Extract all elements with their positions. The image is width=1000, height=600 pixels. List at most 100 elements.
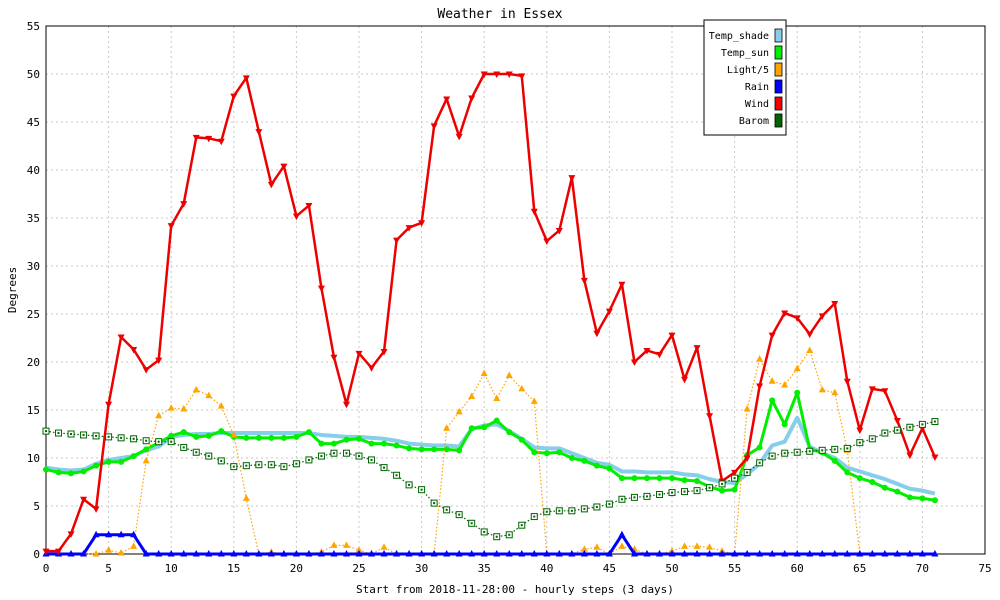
series-barom-point-dot bbox=[808, 450, 811, 453]
series-wind-point bbox=[292, 213, 300, 221]
series-temp-sun-point bbox=[293, 433, 300, 440]
series-temp-sun bbox=[43, 389, 938, 504]
series-barom-point-dot bbox=[495, 535, 498, 538]
series-barom-point-dot bbox=[933, 420, 936, 423]
series-barom-point-dot bbox=[533, 515, 536, 518]
series-rain-point bbox=[330, 550, 338, 557]
series-rain-point bbox=[255, 550, 263, 557]
series-wind-point bbox=[142, 367, 150, 374]
series-wind-point bbox=[368, 365, 376, 372]
series-barom-point-dot bbox=[896, 429, 899, 432]
series-rain-point bbox=[768, 550, 776, 557]
series-temp-sun-point bbox=[68, 470, 75, 477]
series-light-5-point bbox=[580, 545, 588, 552]
x-tick-label: 55 bbox=[728, 562, 741, 575]
legend-label-light-5: Light/5 bbox=[727, 65, 769, 76]
series-rain-point bbox=[655, 550, 663, 557]
series-wind-point bbox=[493, 71, 501, 78]
series-barom-point-dot bbox=[620, 498, 623, 501]
series-barom-point-dot bbox=[395, 474, 398, 477]
series-temp-sun-point bbox=[681, 477, 688, 484]
series-barom-point-dot bbox=[182, 446, 185, 449]
series-rain-point bbox=[468, 550, 476, 557]
series-temp-sun-point bbox=[180, 429, 187, 436]
series-rain-point bbox=[80, 550, 88, 557]
y-tick-label: 40 bbox=[27, 164, 40, 177]
series-light-5-point bbox=[330, 541, 338, 548]
series-temp-sun-point bbox=[731, 486, 738, 493]
series-barom-point-dot bbox=[721, 482, 724, 485]
series-light-5-point bbox=[142, 456, 150, 464]
series-temp-sun-point bbox=[631, 475, 638, 482]
legend-swatch-temp-shade bbox=[774, 28, 783, 43]
series-rain-point bbox=[455, 550, 463, 557]
series-temp-sun-point bbox=[719, 487, 726, 494]
series-temp-sun-point bbox=[881, 484, 888, 491]
series-rain-point bbox=[806, 550, 814, 557]
series-rain-point bbox=[893, 550, 901, 557]
x-tick-label: 10 bbox=[165, 562, 178, 575]
series-rain-point bbox=[155, 550, 163, 557]
series-rain-point bbox=[543, 550, 551, 557]
series-light-5-point bbox=[155, 411, 163, 419]
series-wind-point bbox=[205, 135, 213, 143]
series-wind-point bbox=[605, 308, 613, 316]
series-barom-point-dot bbox=[408, 483, 411, 486]
series-rain-point bbox=[593, 550, 601, 557]
series-temp-sun-point bbox=[305, 429, 312, 436]
chart-title: Weather in Essex bbox=[437, 7, 562, 22]
series-wind-point bbox=[230, 93, 238, 101]
series-rain-point bbox=[92, 530, 100, 538]
series-light-5-point bbox=[743, 405, 751, 412]
series-barom-point-dot bbox=[45, 430, 47, 433]
series-barom-point-dot bbox=[345, 452, 348, 455]
series-rain-point bbox=[568, 550, 576, 557]
series-layer bbox=[42, 71, 939, 557]
series-light-5-point bbox=[618, 542, 626, 549]
series-barom-point-dot bbox=[683, 490, 686, 493]
series-temp-sun-point bbox=[143, 446, 150, 453]
series-wind-point bbox=[568, 175, 576, 182]
series-temp-sun-point bbox=[906, 494, 913, 501]
series-rain-point bbox=[643, 550, 651, 557]
series-wind-point bbox=[580, 277, 588, 285]
series-rain-point bbox=[843, 550, 851, 557]
series-light-5-point bbox=[693, 542, 701, 549]
series-light-5-point bbox=[781, 381, 789, 388]
series-light-5-point bbox=[831, 388, 839, 396]
series-barom-point-dot bbox=[558, 509, 561, 512]
series-wind-point bbox=[242, 75, 250, 82]
series-barom-point-dot bbox=[383, 466, 386, 469]
series-wind-point bbox=[267, 181, 275, 189]
series-barom-point-dot bbox=[120, 436, 123, 439]
series-temp-sun-point bbox=[694, 478, 701, 485]
legend-label-temp-shade: Temp_shade bbox=[709, 31, 769, 42]
series-wind-point bbox=[793, 315, 801, 322]
series-light-5-point bbox=[217, 402, 225, 409]
series-temp-sun-point bbox=[506, 429, 513, 436]
series-temp-sun-point bbox=[581, 457, 588, 464]
series-light-5-point bbox=[818, 385, 826, 393]
x-axis-ticks: 0 5 10 15 20 25 30 35 40 45 50 55 60 65 70 75 bbox=[43, 562, 992, 575]
series-barom-point-dot bbox=[595, 505, 598, 508]
series-light-5-line bbox=[46, 349, 935, 555]
series-barom-point-dot bbox=[232, 465, 235, 468]
y-tick-label: 10 bbox=[27, 452, 40, 465]
series-rain-point bbox=[743, 550, 751, 557]
series-rain-point bbox=[142, 550, 150, 557]
series-rain-point bbox=[681, 550, 689, 557]
series-temp-sun-point bbox=[80, 468, 87, 475]
series-temp-sun-point bbox=[205, 432, 212, 439]
series-wind-point bbox=[931, 454, 939, 462]
series-rain-point bbox=[906, 550, 914, 557]
x-tick-label: 70 bbox=[916, 562, 929, 575]
series-temp-sun-point bbox=[393, 442, 400, 449]
x-tick-label: 50 bbox=[665, 562, 678, 575]
y-tick-label: 30 bbox=[27, 260, 40, 273]
series-barom-point-dot bbox=[433, 502, 436, 505]
series-rain-point bbox=[205, 550, 213, 557]
series-barom-point-dot bbox=[645, 495, 648, 498]
series-wind-point bbox=[593, 330, 601, 338]
series-barom-point-dot bbox=[320, 455, 323, 458]
series-barom-point-dot bbox=[545, 510, 548, 513]
